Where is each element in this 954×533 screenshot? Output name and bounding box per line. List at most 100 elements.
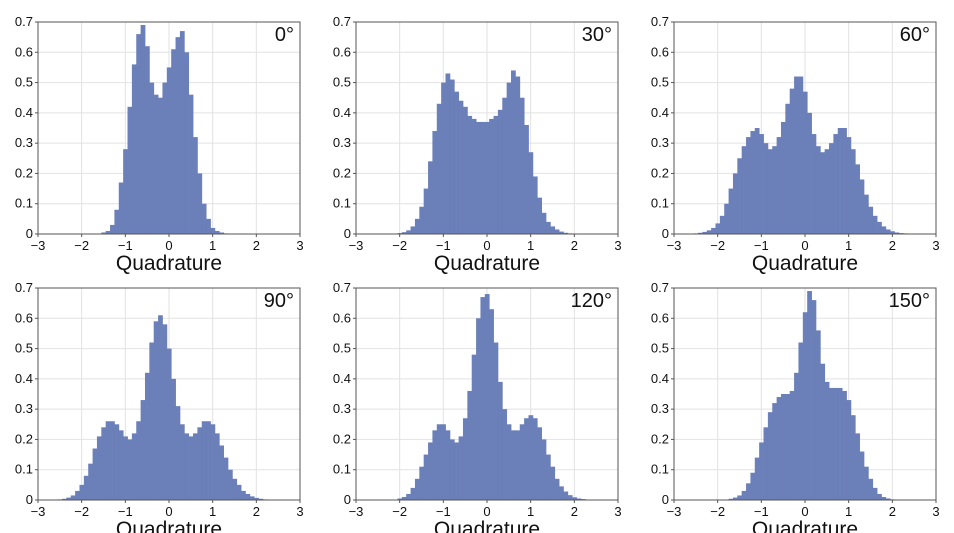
- histogram-bar: [70, 495, 76, 500]
- histogram-bar: [79, 484, 85, 500]
- histogram-bar: [780, 394, 786, 500]
- histogram-bar: [815, 146, 821, 234]
- histogram-bar: [528, 152, 534, 234]
- y-tick-label: 0.2: [15, 431, 33, 446]
- histogram-bar: [802, 312, 808, 500]
- histogram-bar: [432, 430, 438, 500]
- histogram-bar: [428, 161, 433, 234]
- histogram-bar: [550, 466, 556, 500]
- histogram-bar: [436, 424, 442, 500]
- histogram-bar: [506, 424, 512, 500]
- histogram-bar: [811, 134, 817, 234]
- histogram-bar: [541, 439, 547, 500]
- histogram-bar: [493, 115, 499, 234]
- histogram-bar: [484, 294, 490, 500]
- histogram-bar: [545, 221, 551, 234]
- histogram-bar: [462, 418, 468, 500]
- histogram-bar: [188, 436, 194, 500]
- histogram-bar: [153, 321, 159, 500]
- y-tick-label: 0.5: [333, 341, 351, 356]
- histogram-bar: [820, 152, 826, 234]
- histogram-bar: [458, 436, 464, 500]
- y-tick-label: 0.5: [15, 75, 33, 90]
- histogram-bar: [763, 143, 769, 234]
- angle-label: 90°: [264, 290, 294, 312]
- histogram-bar: [833, 134, 839, 234]
- y-tick-label: 0.4: [333, 371, 351, 386]
- histogram-bar: [423, 188, 429, 234]
- y-tick-label: 0.1: [15, 462, 33, 477]
- histogram-bar: [724, 203, 729, 234]
- histogram-bar: [471, 354, 477, 500]
- histogram-bar: [445, 73, 451, 234]
- histogram-panel-150: −3 −2 −1 0 1 2 3 0 0.1 0.2 0.3 0.4 0.5 0.6 0.7 Quadratu…: [636, 266, 954, 533]
- histogram-bar: [118, 182, 124, 234]
- y-tick-label: 0.3: [651, 401, 669, 416]
- histogram-bar: [868, 478, 874, 500]
- histogram-bar: [789, 88, 795, 234]
- histogram-bar: [785, 394, 791, 500]
- y-tick-label: 0.6: [333, 44, 351, 59]
- y-tick-label: 0.3: [15, 135, 33, 150]
- histogram-bar: [484, 121, 490, 234]
- histogram-bar: [158, 97, 163, 234]
- histogram-bar: [123, 436, 128, 500]
- histogram-bar: [855, 164, 860, 234]
- histogram-bar: [201, 203, 207, 234]
- histogram-bar: [406, 493, 411, 500]
- histogram-bar: [572, 497, 577, 500]
- histogram-bar: [184, 433, 190, 500]
- histogram-bar: [502, 97, 508, 234]
- histogram-bar: [410, 487, 416, 500]
- histogram-bar: [210, 424, 216, 500]
- histogram-bar: [66, 497, 72, 500]
- histogram-bar: [524, 124, 529, 234]
- histogram-bar: [780, 121, 786, 234]
- x-axis-label: Quadrature: [116, 518, 222, 533]
- x-tick-label: −2: [392, 504, 407, 519]
- histogram-bar: [567, 495, 573, 500]
- histogram-bar: [772, 403, 778, 500]
- histogram-bar: [820, 363, 826, 500]
- y-tick-label: 0.7: [651, 14, 669, 29]
- histogram-bar: [511, 70, 516, 234]
- histogram-bar: [254, 497, 259, 500]
- histogram-bar: [249, 496, 255, 500]
- histogram-bar: [62, 498, 67, 500]
- histogram-bar: [493, 342, 499, 500]
- histogram-bar: [746, 483, 751, 500]
- y-tick-label: 0.5: [651, 341, 669, 356]
- x-tick-label: 1: [845, 238, 852, 253]
- histogram-bar: [759, 442, 764, 500]
- histogram-bar: [559, 486, 564, 500]
- x-tick-label: 1: [845, 504, 852, 519]
- y-tick-label: 0.6: [333, 310, 351, 325]
- histogram-bar: [550, 226, 556, 234]
- histogram-bar: [863, 194, 869, 234]
- y-tick-label: 0: [344, 492, 351, 507]
- histogram-panel-30: −3 −2 −1 0 1 2 3 0 0.1 0.2 0.3 0.4 0.5 0.6 0.7 Quadratu…: [318, 0, 636, 275]
- y-tick-label: 0.3: [333, 135, 351, 150]
- histogram-bar: [184, 52, 190, 235]
- x-tick-label: 2: [571, 238, 578, 253]
- histogram-bar: [789, 390, 795, 500]
- y-tick-label: 0: [26, 226, 33, 241]
- histogram-bar: [197, 173, 203, 234]
- histogram-bar: [885, 498, 891, 500]
- histogram-bar: [519, 424, 525, 500]
- histogram-bar: [397, 498, 403, 500]
- x-tick-label: −3: [667, 238, 682, 253]
- histogram-bar: [702, 231, 708, 234]
- histogram-bar: [850, 149, 856, 234]
- histogram-bar: [728, 498, 734, 500]
- histogram-bar: [179, 31, 185, 235]
- histogram-bar: [811, 300, 817, 500]
- histogram-bar: [754, 457, 760, 500]
- x-tick-label: 2: [253, 504, 260, 519]
- histogram-bar: [206, 421, 211, 500]
- histogram-bar: [414, 218, 420, 234]
- histogram-bar: [863, 466, 869, 500]
- histogram-bar: [144, 46, 150, 234]
- histogram-bar: [829, 143, 834, 234]
- x-tick-label: −3: [31, 504, 46, 519]
